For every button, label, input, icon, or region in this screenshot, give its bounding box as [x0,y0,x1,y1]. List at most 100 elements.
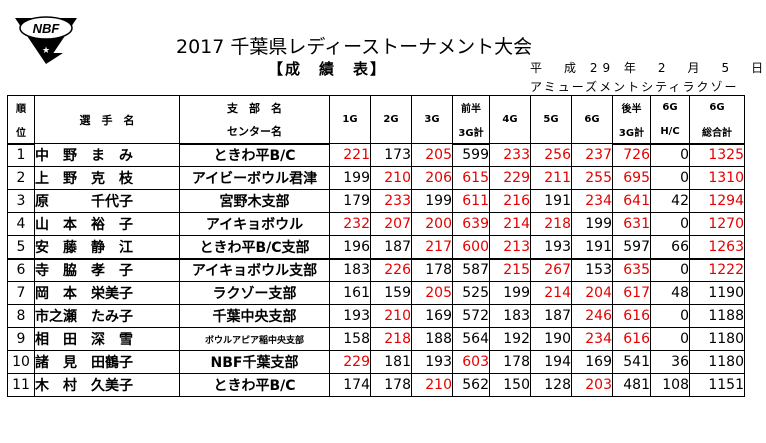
score-g2-cell: 218 [370,327,412,351]
score-g5-cell: 193 [530,235,572,259]
col-total-top: 6G [689,95,745,120]
score-h1-cell: 615 [452,166,490,190]
rank-cell: 11 [7,373,35,397]
col-first-half-bottom: 3G計 [452,119,490,145]
score-g5-cell: 187 [530,304,572,328]
score-g6-cell: 255 [571,166,613,190]
score-g1-cell: 196 [329,235,371,259]
score-g2-cell: 207 [370,212,412,236]
col-second-half-top: 後半 [612,95,651,120]
score-g5-cell: 194 [530,350,572,374]
score-g3-cell: 199 [411,189,453,213]
score-g3-cell: 205 [411,143,453,167]
total-cell: 1190 [689,281,745,305]
score-g3-cell: 200 [411,212,453,236]
score-g5-cell: 190 [530,327,572,351]
col-first-half-top: 前半 [452,95,490,120]
score-g4-cell: 199 [489,281,531,305]
player-name-cell: 諸 見 田鶴子 [34,350,180,374]
score-g4-cell: 233 [489,143,531,167]
total-cell: 1310 [689,166,745,190]
table-row: 8 市之瀬 たみ子 千葉中央支部 193 210 169 572 183 187 246 616 0 1… [7,304,745,328]
score-g1-cell: 232 [329,212,371,236]
score-g3-cell: 210 [411,373,453,397]
rank-cell: 9 [7,327,35,351]
score-h2-cell: 616 [612,304,651,328]
score-g4-cell: 216 [489,189,531,213]
score-g4-cell: 178 [489,350,531,374]
score-g2-cell: 173 [370,143,412,167]
score-g3-cell: 193 [411,350,453,374]
score-g4-cell: 183 [489,304,531,328]
player-name-cell: 木 村 久美子 [34,373,180,397]
score-g1-cell: 221 [329,143,371,167]
score-g5-cell: 191 [530,189,572,213]
total-cell: 1222 [689,257,745,282]
score-g5-cell: 211 [530,166,572,190]
score-g3-cell: 169 [411,304,453,328]
score-g3-cell: 178 [411,257,453,282]
table-row: 11 木 村 久美子 ときわ平B/C 174 178 210 562 150 128 203 481… [7,373,745,397]
score-g2-cell: 178 [370,373,412,397]
page-title: 2017 千葉県レディーストーナメント大会 [176,36,533,58]
score-g2-cell: 210 [370,304,412,328]
score-g2-cell: 210 [370,166,412,190]
handicap-cell: 66 [650,235,690,259]
score-g2-cell: 233 [370,189,412,213]
rank-cell: 2 [7,166,35,190]
score-g6-cell: 237 [571,143,613,167]
score-g6-cell: 234 [571,327,613,351]
col-total-bottom: 総合計 [689,119,745,145]
player-name-cell: 原 千代子 [34,189,180,213]
branch-cell: ときわ平B/C支部 [179,235,330,259]
handicap-cell: 0 [650,143,690,167]
score-g2-cell: 181 [370,350,412,374]
score-h1-cell: 611 [452,189,490,213]
col-branch-top: 支 部 名 [179,95,330,120]
handicap-cell: 108 [650,373,690,397]
score-g1-cell: 174 [329,373,371,397]
col-second-half-bottom: 3G計 [612,119,651,145]
score-g6-cell: 191 [571,235,613,259]
score-g3-cell: 188 [411,327,453,351]
score-h2-cell: 695 [612,166,651,190]
score-h1-cell: 639 [452,212,490,236]
col-g2: 2G [370,95,412,144]
branch-cell: アイビーボウル君津 [179,166,330,190]
score-g6-cell: 203 [571,373,613,397]
header-row: 順 選 手 名 支 部 名 1G 2G 3G 前半 4G 5G 6G 後半 6G… [7,95,745,144]
score-g3-cell: 217 [411,235,453,259]
col-g4: 4G [489,95,531,144]
branch-cell: アイキョボウル支部 [179,257,330,282]
branch-cell: アイキョボウル [179,212,330,236]
total-cell: 1263 [689,235,745,259]
col-g6: 6G [571,95,613,144]
branch-cell: 宮野木支部 [179,189,330,213]
handicap-cell: 0 [650,166,690,190]
total-cell: 1151 [689,373,745,397]
score-g4-cell: 213 [489,235,531,259]
branch-cell: NBF千葉支部 [179,350,330,374]
score-g5-cell: 218 [530,212,572,236]
score-h2-cell: 597 [612,235,651,259]
score-g2-cell: 159 [370,281,412,305]
player-name-cell: 中 野 ま み [34,143,180,167]
logo-text: NBF [33,21,61,36]
score-g1-cell: 179 [329,189,371,213]
score-g4-cell: 192 [489,327,531,351]
table-row: 10 諸 見 田鶴子 NBF千葉支部 229 181 193 603 178 194 169 541… [7,350,745,374]
score-g6-cell: 153 [571,257,613,282]
score-h1-cell: 599 [452,143,490,167]
score-g6-cell: 169 [571,350,613,374]
score-h2-cell: 726 [612,143,651,167]
player-name-cell: 安 藤 静 江 [34,235,180,259]
player-name-cell: 寺 脇 孝 子 [34,257,180,282]
score-h2-cell: 616 [612,327,651,351]
score-g2-cell: 226 [370,257,412,282]
col-name: 選 手 名 [34,95,180,144]
